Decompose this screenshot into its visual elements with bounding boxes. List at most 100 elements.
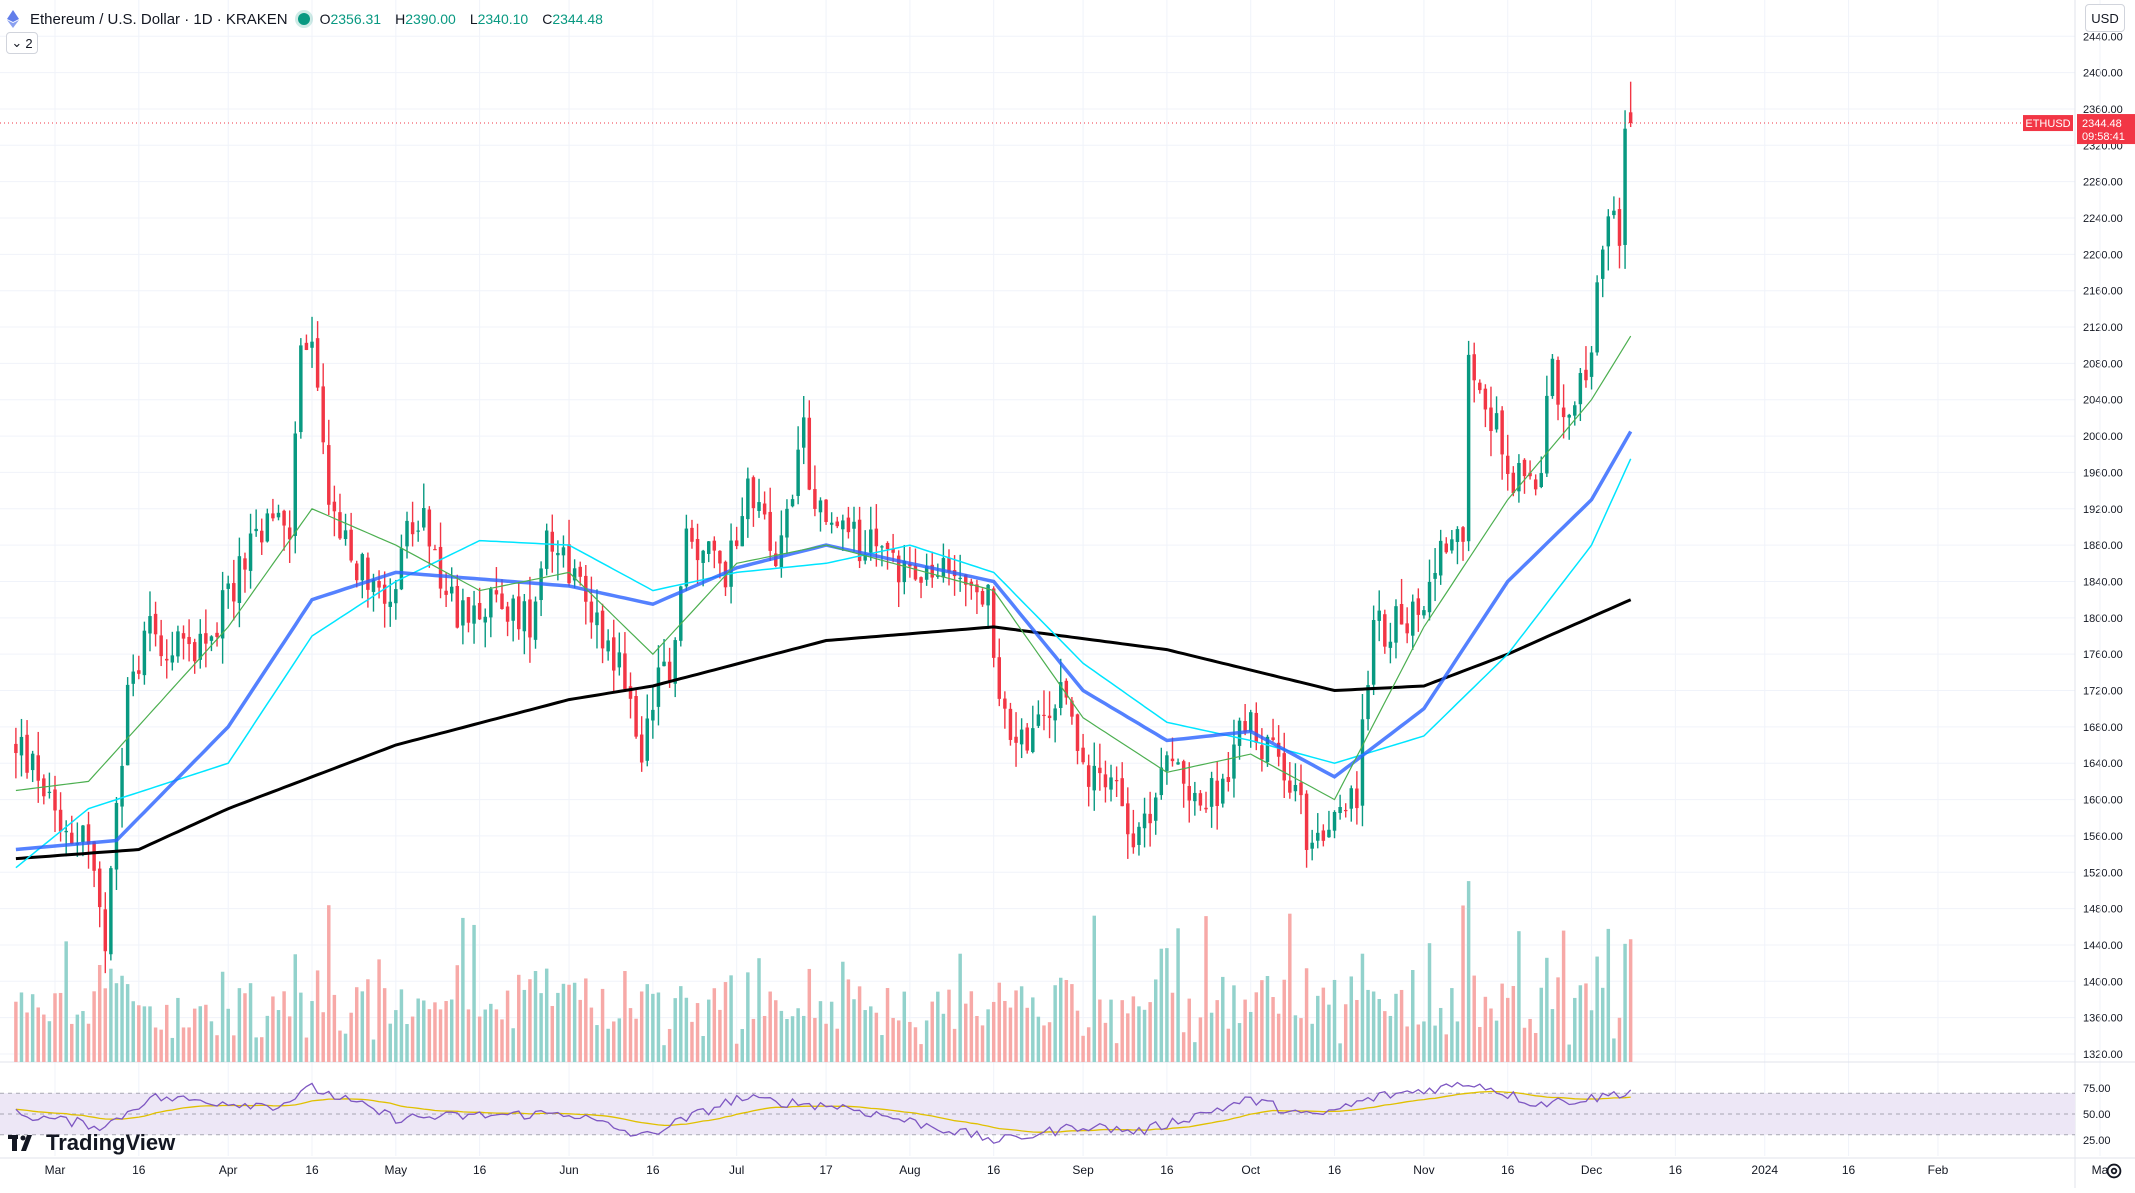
price-axis-label: 2400.00 bbox=[2083, 68, 2123, 80]
volume-bar bbox=[1265, 976, 1270, 1062]
volume-bar bbox=[1606, 928, 1611, 1062]
volume-bar bbox=[1578, 985, 1583, 1062]
candle-body bbox=[198, 633, 203, 660]
candle-body bbox=[690, 527, 694, 542]
candle-body bbox=[310, 341, 314, 348]
volume-bar bbox=[1584, 983, 1588, 1062]
candle-body bbox=[1494, 413, 1499, 430]
volume-bar bbox=[1511, 985, 1516, 1062]
candle-body bbox=[1584, 369, 1588, 381]
symbol-title[interactable]: Ethereum / U.S. Dollar · 1D · KRAKEN bbox=[30, 10, 288, 28]
candle-body bbox=[902, 560, 907, 583]
volume-bar bbox=[1282, 979, 1286, 1062]
volume-bar bbox=[975, 1016, 979, 1062]
volume-bar bbox=[908, 1021, 912, 1062]
volume-bar bbox=[1427, 943, 1432, 1062]
indicators-toggle-button[interactable]: ⌄ 2 bbox=[6, 32, 38, 54]
candle-body bbox=[1506, 455, 1510, 474]
indicator-count: 2 bbox=[25, 35, 33, 51]
candle-body bbox=[1064, 680, 1069, 698]
volume-bar bbox=[885, 987, 890, 1062]
candle-body bbox=[1556, 359, 1560, 405]
candle-body bbox=[790, 499, 795, 507]
candle-body bbox=[1153, 797, 1158, 821]
candle-body bbox=[522, 601, 527, 632]
volume-bar bbox=[600, 988, 605, 1062]
ohlc-low-key: L bbox=[469, 11, 478, 27]
volume-bar bbox=[220, 971, 225, 1062]
volume-bar bbox=[1366, 989, 1370, 1062]
volume-bar bbox=[1433, 1025, 1437, 1062]
volume-bar bbox=[237, 988, 242, 1062]
candle-body bbox=[1019, 729, 1024, 745]
candle-body bbox=[170, 655, 175, 663]
candle-body bbox=[237, 556, 242, 603]
volume-bar bbox=[477, 1016, 482, 1062]
price-axis-label: 1880.00 bbox=[2083, 540, 2123, 552]
volume-bar bbox=[651, 993, 655, 1062]
candle-body bbox=[1070, 700, 1074, 717]
volume-bar bbox=[1114, 1043, 1119, 1062]
candle-body bbox=[606, 640, 610, 652]
volume-bar bbox=[321, 1012, 325, 1062]
candle-body bbox=[908, 563, 912, 567]
volume-bar bbox=[1014, 990, 1018, 1062]
candle-body bbox=[58, 809, 63, 832]
candle-body bbox=[53, 789, 57, 811]
volume-bar bbox=[1377, 999, 1381, 1062]
price-axis-label: 2280.00 bbox=[2083, 177, 2123, 189]
volume-bar bbox=[930, 1001, 934, 1062]
candle-body bbox=[729, 540, 733, 587]
candle-body bbox=[1411, 601, 1415, 636]
volume-bar bbox=[1360, 953, 1365, 1062]
currency-button[interactable]: USD bbox=[2085, 4, 2125, 32]
candle-body bbox=[254, 528, 258, 532]
tradingview-logo[interactable]: TradingView bbox=[8, 1130, 175, 1156]
candle-body bbox=[1539, 473, 1543, 488]
gear-icon[interactable] bbox=[2103, 1160, 2125, 1182]
volume-bar bbox=[1399, 989, 1404, 1062]
ohlc-close-value: 2344.48 bbox=[552, 11, 603, 27]
candle-body bbox=[718, 550, 722, 564]
candle-body bbox=[192, 642, 197, 662]
volume-bar bbox=[1047, 1022, 1052, 1062]
candle-body bbox=[131, 671, 135, 684]
candle-body bbox=[1025, 727, 1029, 751]
volume-bar bbox=[1316, 995, 1320, 1062]
candle-body bbox=[1053, 708, 1057, 721]
candle-body bbox=[1533, 479, 1538, 490]
price-axis-label: 2440.00 bbox=[2083, 31, 2123, 43]
candle-body bbox=[438, 546, 443, 589]
volume-bar bbox=[561, 983, 566, 1062]
candle-body bbox=[936, 575, 940, 577]
volume-bar bbox=[734, 1043, 739, 1062]
volume-bar bbox=[1494, 1020, 1499, 1062]
volume-bar bbox=[209, 1021, 214, 1062]
candle-body bbox=[980, 591, 985, 605]
candle-body bbox=[1086, 765, 1091, 787]
volume-bar bbox=[1489, 1008, 1493, 1062]
candle-body bbox=[1628, 112, 1633, 124]
volume-bar bbox=[785, 1019, 789, 1062]
candle-body bbox=[679, 586, 683, 641]
candle-body bbox=[1461, 527, 1465, 542]
ohlc-close-key: C bbox=[542, 11, 553, 27]
candle-body bbox=[1332, 811, 1337, 831]
volume-bar bbox=[818, 1001, 823, 1062]
volume-bar bbox=[550, 1005, 555, 1062]
candle-body bbox=[505, 606, 510, 622]
candle-body bbox=[991, 588, 996, 658]
volume-bar bbox=[153, 1027, 158, 1062]
candle-body bbox=[885, 542, 890, 550]
candle-body bbox=[1075, 714, 1080, 751]
volume-bar bbox=[282, 991, 286, 1062]
candle-body bbox=[779, 535, 784, 568]
volume-bar bbox=[706, 999, 711, 1062]
time-axis-label: Aug bbox=[899, 1163, 920, 1177]
candle-body bbox=[483, 616, 487, 623]
volume-bar bbox=[70, 1023, 74, 1062]
volume-bar bbox=[416, 998, 420, 1062]
volume-bar bbox=[332, 994, 337, 1062]
